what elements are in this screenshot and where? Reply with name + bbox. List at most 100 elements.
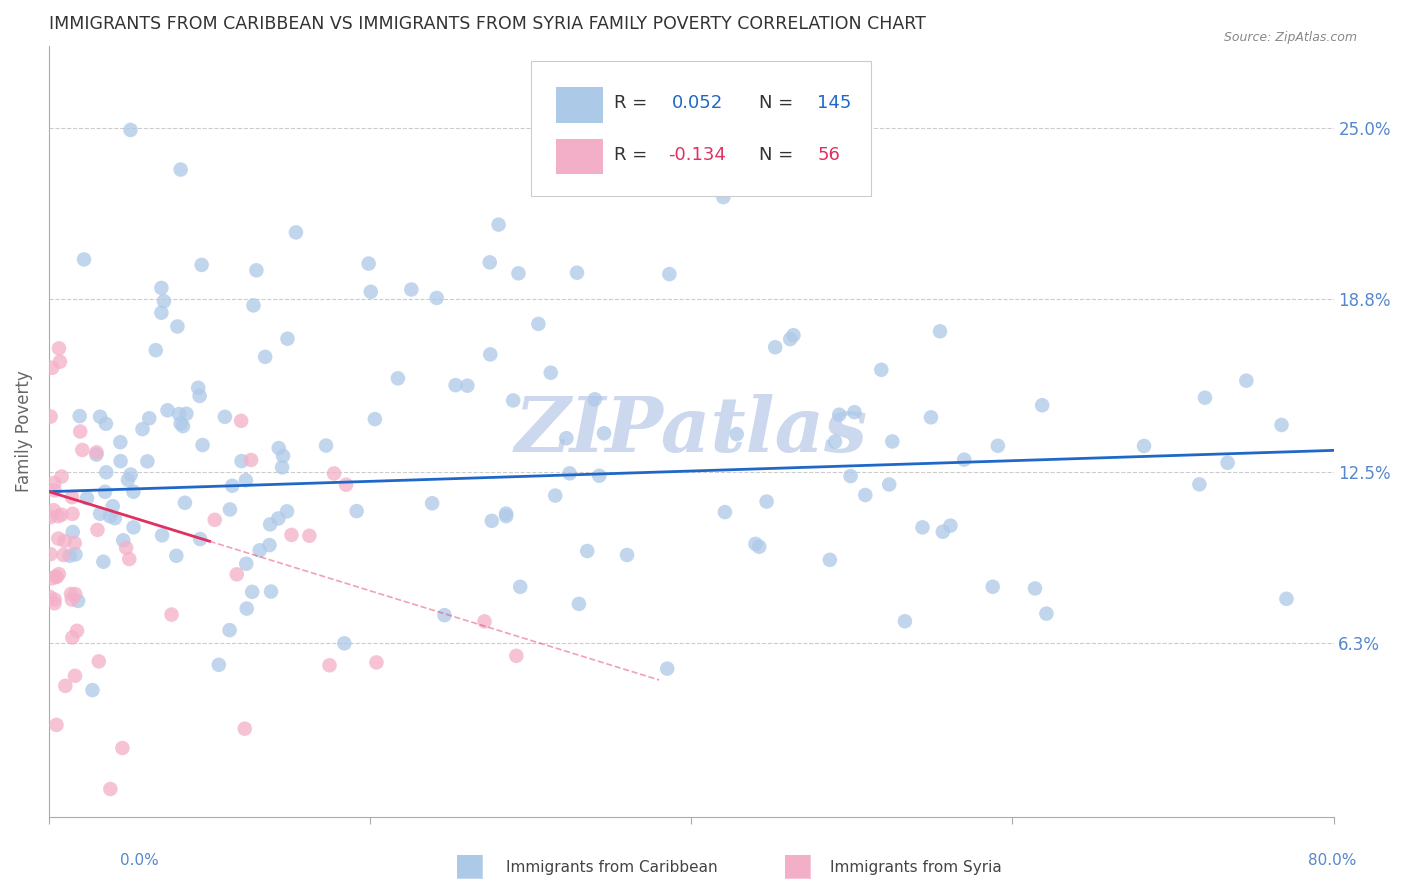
Point xyxy=(276,332,298,346)
Text: ZIPatlas: ZIPatlas xyxy=(515,394,868,468)
Point xyxy=(120,123,142,137)
Point xyxy=(191,438,214,452)
Point xyxy=(62,507,84,521)
Point xyxy=(444,378,467,392)
Point xyxy=(218,623,240,637)
Point xyxy=(63,536,86,550)
Point xyxy=(166,319,188,334)
Point xyxy=(509,580,531,594)
Point xyxy=(323,467,346,481)
Point xyxy=(51,469,73,483)
Point xyxy=(63,669,86,683)
Point xyxy=(568,597,591,611)
Point xyxy=(763,340,786,354)
Point xyxy=(46,509,69,524)
Text: Immigrants from Caribbean: Immigrants from Caribbean xyxy=(506,860,718,874)
Point xyxy=(100,782,122,797)
Point xyxy=(748,540,770,554)
Point xyxy=(479,347,502,361)
Point xyxy=(433,608,456,623)
Point xyxy=(953,452,976,467)
Point xyxy=(104,511,127,525)
Point xyxy=(59,549,82,563)
Point xyxy=(39,409,62,424)
Point xyxy=(593,426,616,441)
Point xyxy=(45,569,67,583)
Point xyxy=(315,439,337,453)
Point xyxy=(853,488,876,502)
Point xyxy=(271,449,294,463)
FancyBboxPatch shape xyxy=(530,61,872,196)
Point xyxy=(225,567,247,582)
Point xyxy=(44,475,66,490)
Point xyxy=(38,590,60,604)
Point xyxy=(755,494,778,508)
Point xyxy=(401,283,423,297)
Point xyxy=(76,491,98,506)
Point xyxy=(208,657,231,672)
Point xyxy=(280,528,302,542)
Point xyxy=(111,741,134,756)
Point xyxy=(576,544,599,558)
Point xyxy=(45,570,67,584)
Point xyxy=(150,306,173,320)
Point xyxy=(782,328,804,343)
Point xyxy=(254,350,277,364)
Point xyxy=(62,524,84,539)
Point xyxy=(387,371,409,385)
Point xyxy=(110,435,132,450)
Point xyxy=(96,466,118,480)
Point xyxy=(981,580,1004,594)
Point xyxy=(824,434,846,449)
Point xyxy=(153,294,176,309)
Point xyxy=(187,381,209,395)
Point xyxy=(260,584,283,599)
Point xyxy=(156,403,179,417)
Point xyxy=(190,258,212,272)
Point xyxy=(271,460,294,475)
Point xyxy=(616,548,638,562)
Point xyxy=(360,285,382,299)
Point xyxy=(122,484,145,499)
Point xyxy=(1275,591,1298,606)
Point xyxy=(131,422,153,436)
Point xyxy=(1024,582,1046,596)
Point xyxy=(86,448,108,462)
Point xyxy=(65,587,87,601)
Point xyxy=(44,592,66,607)
Point xyxy=(877,477,900,491)
Point xyxy=(318,658,340,673)
Point xyxy=(69,425,91,439)
Point xyxy=(231,454,253,468)
Point xyxy=(1194,391,1216,405)
Point xyxy=(93,555,115,569)
Point xyxy=(65,548,87,562)
Point xyxy=(242,298,264,312)
Point xyxy=(508,266,530,280)
Point xyxy=(188,532,211,546)
Point xyxy=(558,467,581,481)
Point xyxy=(565,266,588,280)
Point xyxy=(101,499,124,513)
Point xyxy=(658,267,681,281)
Point xyxy=(540,366,562,380)
Point xyxy=(657,662,679,676)
Point xyxy=(839,469,862,483)
Point xyxy=(939,518,962,533)
Point xyxy=(474,615,496,629)
Point xyxy=(346,504,368,518)
Point xyxy=(364,412,387,426)
Point xyxy=(478,255,501,269)
Text: R =: R = xyxy=(614,95,654,112)
Point xyxy=(60,592,83,607)
Point xyxy=(527,317,550,331)
Point xyxy=(828,408,851,422)
Point xyxy=(82,683,104,698)
Point xyxy=(72,442,94,457)
Point xyxy=(240,585,263,599)
FancyBboxPatch shape xyxy=(557,139,603,175)
Point xyxy=(259,517,281,532)
Point xyxy=(112,533,135,548)
Text: 56: 56 xyxy=(817,146,839,164)
Point xyxy=(39,547,62,561)
